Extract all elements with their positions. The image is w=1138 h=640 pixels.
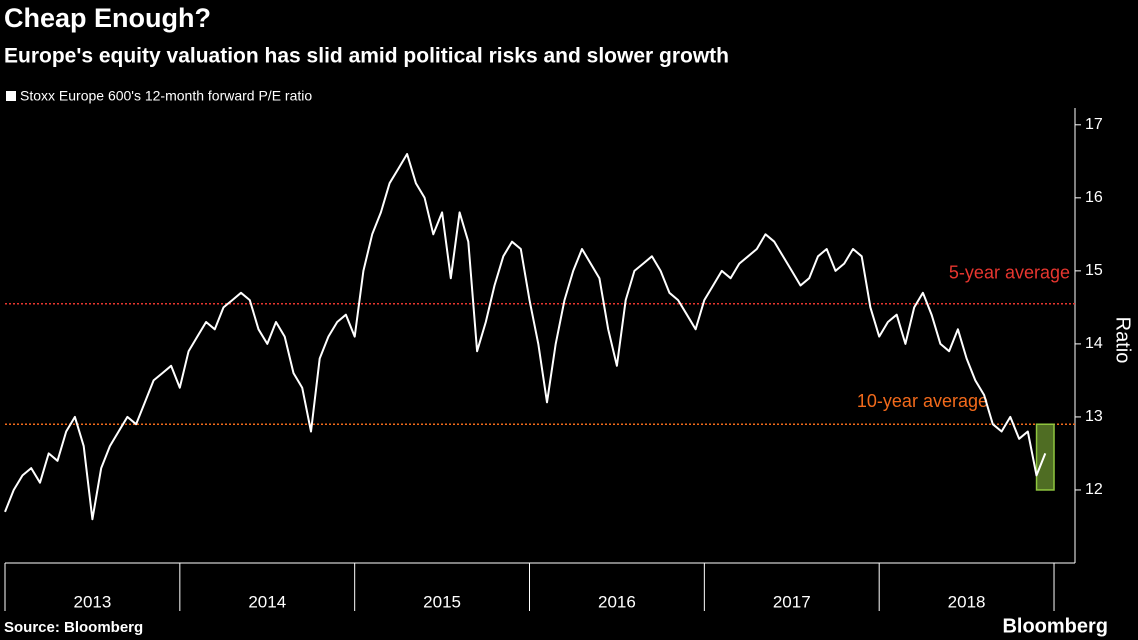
chart-subtitle: Europe's equity valuation has slid amid … xyxy=(4,45,729,68)
reference-label: 5-year average xyxy=(949,262,1070,282)
source: Source: Bloomberg xyxy=(4,619,143,636)
y-axis-label: Ratio xyxy=(1112,317,1134,364)
reference-label: 10-year average xyxy=(857,391,988,411)
chart-title: Cheap Enough? xyxy=(4,3,211,33)
y-tick-label: 16 xyxy=(1085,189,1103,206)
y-tick-label: 17 xyxy=(1085,116,1103,133)
x-tick-label: 2016 xyxy=(598,592,636,611)
data-line xyxy=(4,153,1047,521)
brand: Bloomberg xyxy=(1002,615,1108,637)
y-tick-label: 12 xyxy=(1085,481,1103,498)
x-tick-label: 2015 xyxy=(423,592,461,611)
x-tick-label: 2017 xyxy=(773,592,811,611)
y-tick-label: 13 xyxy=(1085,408,1103,425)
y-tick-label: 15 xyxy=(1085,262,1103,279)
y-tick-label: 14 xyxy=(1085,335,1103,352)
x-tick-label: 2018 xyxy=(948,592,986,611)
x-tick-label: 2014 xyxy=(248,592,286,611)
highlight-box xyxy=(1035,423,1055,491)
legend-label: Stoxx Europe 600's 12-month forward P/E … xyxy=(20,88,312,104)
legend-swatch xyxy=(6,91,16,101)
x-tick-label: 2013 xyxy=(74,592,112,611)
